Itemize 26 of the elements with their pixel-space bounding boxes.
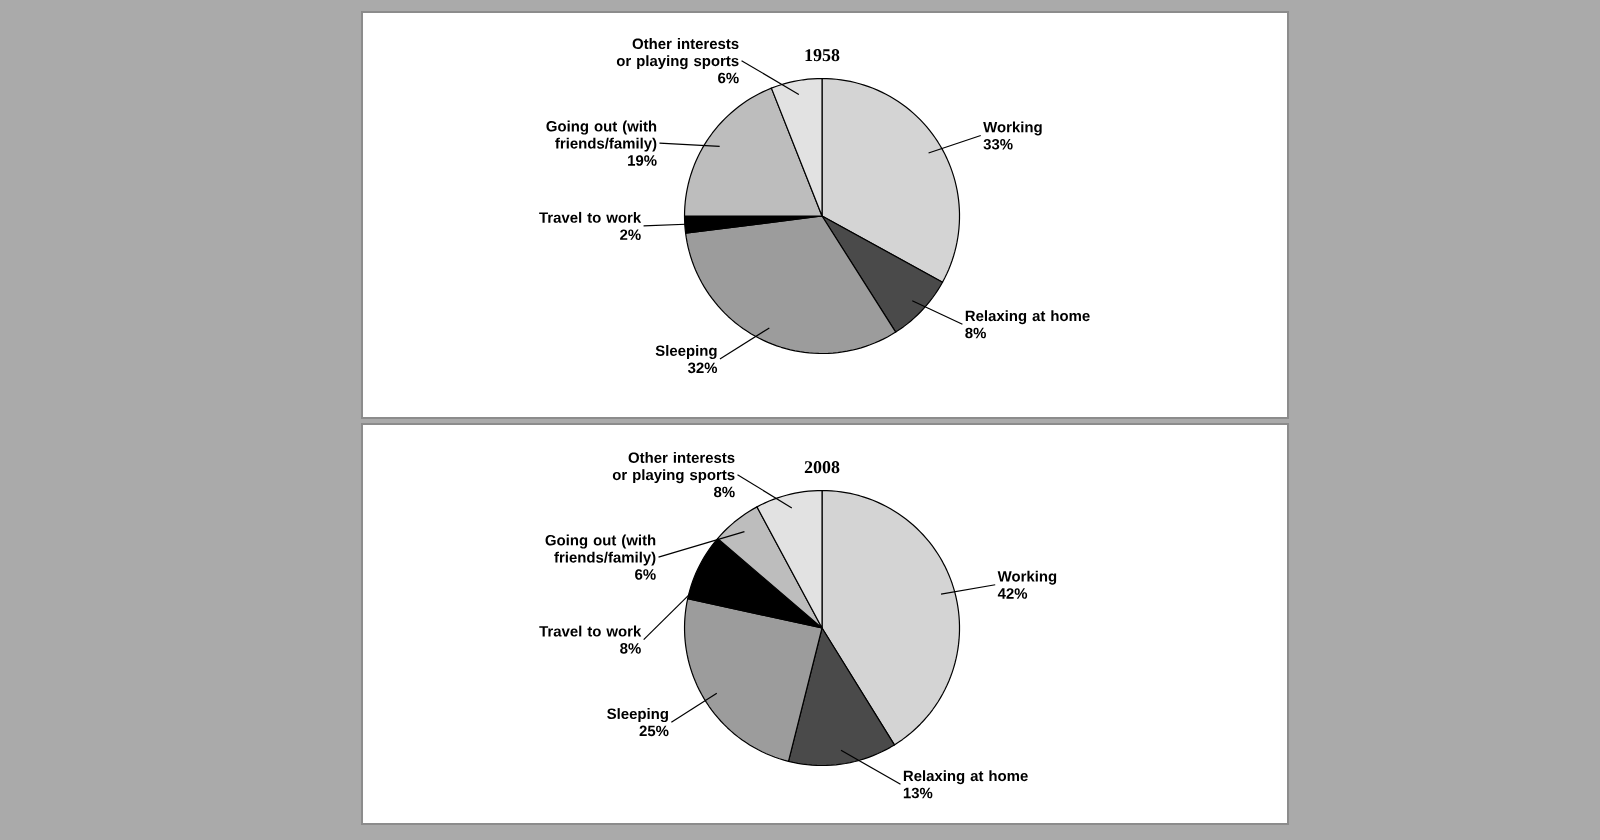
chart-title: 2008 — [804, 461, 840, 474]
slice-label: Going out (with friends/family) — [546, 120, 657, 152]
slice-label: Other interests or playing sports — [612, 452, 735, 484]
data-label: 42% — [997, 588, 1028, 599]
data-label: 8% — [620, 643, 641, 654]
data-label: 33% — [983, 138, 1013, 150]
data-label: 32% — [687, 362, 718, 374]
slice-label: Relaxing at home — [965, 310, 1090, 325]
slice-label: Working — [983, 121, 1042, 136]
slice-label: Travel to work — [539, 211, 642, 223]
data-label: 25% — [639, 725, 669, 737]
slice-label: Relaxing at home — [903, 770, 1028, 785]
slice-label: Working — [997, 570, 1057, 585]
slice-label: Other interests or playing sports — [616, 38, 739, 70]
data-label: 8% — [714, 486, 735, 498]
data-label: 19% — [628, 155, 657, 166]
data-label: 6% — [635, 569, 656, 580]
chart-title: 1958 — [805, 49, 840, 62]
slice-label: Sleeping — [655, 345, 717, 359]
slice-label: Travel to work — [539, 625, 642, 637]
data-label: 13% — [903, 787, 933, 799]
data-label: 8% — [965, 327, 986, 339]
data-label: 2% — [620, 229, 641, 240]
data-label: 6% — [718, 72, 739, 84]
slice-label: Sleeping — [607, 708, 668, 723]
slice-label: Going out (with friends/family) — [545, 534, 656, 566]
